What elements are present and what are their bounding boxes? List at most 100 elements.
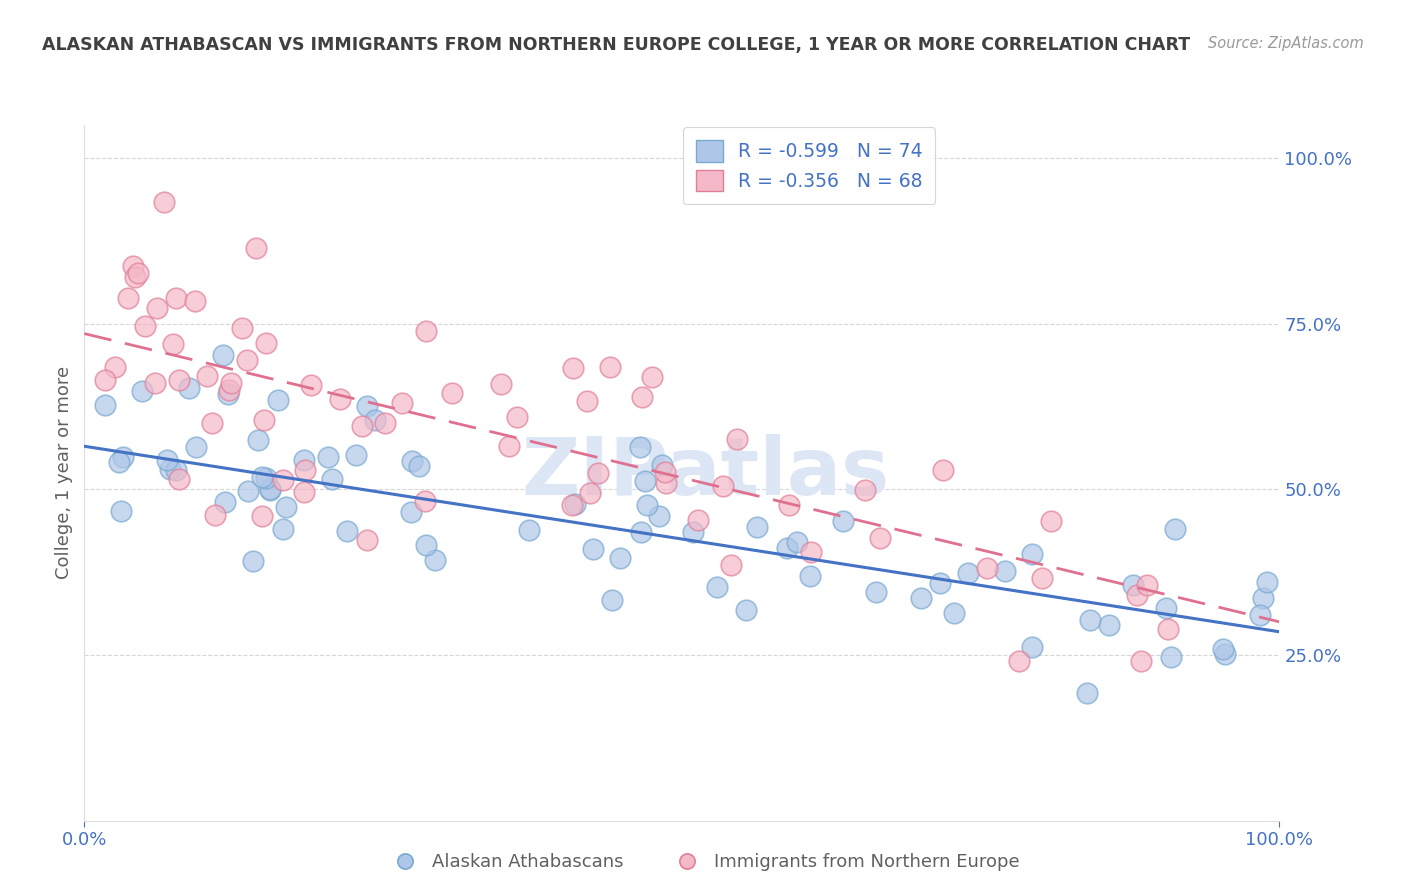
Point — [682, 524, 704, 539]
Point — [143, 376, 166, 390]
Point — [254, 335, 277, 350]
Point — [321, 472, 343, 486]
Point — [299, 378, 322, 392]
Point — [630, 390, 652, 404]
Text: Source: ZipAtlas.com: Source: ZipAtlas.com — [1208, 36, 1364, 51]
Point — [600, 592, 623, 607]
Point — [1031, 571, 1053, 585]
Point — [236, 352, 259, 367]
Point — [910, 591, 932, 605]
Point — [641, 369, 664, 384]
Point — [711, 479, 734, 493]
Point — [686, 513, 709, 527]
Point — [110, 503, 132, 517]
Point — [634, 474, 657, 488]
Point — [124, 270, 146, 285]
Point — [1249, 607, 1271, 622]
Point — [413, 494, 436, 508]
Point — [1098, 617, 1121, 632]
Point — [294, 463, 316, 477]
Point — [294, 452, 316, 467]
Point — [250, 469, 273, 483]
Point — [259, 482, 281, 496]
Point — [853, 483, 876, 497]
Point — [1076, 686, 1098, 700]
Point — [117, 291, 139, 305]
Point — [167, 472, 190, 486]
Point — [108, 455, 131, 469]
Point — [1256, 574, 1278, 589]
Point — [1135, 578, 1157, 592]
Point — [1154, 600, 1177, 615]
Point — [259, 483, 281, 497]
Point — [267, 393, 290, 408]
Point — [127, 266, 149, 280]
Point — [94, 398, 117, 412]
Point — [786, 535, 808, 549]
Point — [575, 394, 598, 409]
Point — [561, 360, 583, 375]
Point — [146, 301, 169, 315]
Point — [1160, 649, 1182, 664]
Point — [93, 373, 115, 387]
Point — [648, 509, 671, 524]
Point — [630, 524, 652, 539]
Point — [271, 522, 294, 536]
Point — [865, 585, 887, 599]
Point — [578, 486, 600, 500]
Text: ZIPatlas: ZIPatlas — [522, 434, 890, 512]
Point — [561, 498, 583, 512]
Point — [1008, 654, 1031, 668]
Point — [994, 564, 1017, 578]
Point — [162, 337, 184, 351]
Point — [273, 473, 295, 487]
Point — [247, 433, 270, 447]
Point — [1021, 640, 1043, 654]
Point — [250, 508, 273, 523]
Point — [165, 291, 187, 305]
Point — [1164, 522, 1187, 536]
Point — [1212, 641, 1234, 656]
Point — [564, 497, 586, 511]
Point — [425, 553, 447, 567]
Point — [401, 453, 423, 467]
Point — [316, 450, 339, 464]
Point — [628, 440, 651, 454]
Point — [735, 603, 758, 617]
Point — [134, 319, 156, 334]
Point — [165, 463, 187, 477]
Point — [651, 458, 673, 472]
Point — [214, 494, 236, 508]
Point — [212, 349, 235, 363]
Point — [391, 396, 413, 410]
Point — [131, 384, 153, 398]
Point — [956, 566, 979, 580]
Point — [582, 541, 605, 556]
Point — [238, 483, 260, 498]
Point — [778, 498, 800, 512]
Point — [254, 471, 277, 485]
Point — [929, 575, 952, 590]
Point — [586, 467, 609, 481]
Point — [1253, 591, 1275, 605]
Point — [350, 418, 373, 433]
Point — [1157, 622, 1180, 636]
Point — [242, 554, 264, 568]
Point — [184, 294, 207, 309]
Text: ALASKAN ATHABASCAN VS IMMIGRANTS FROM NORTHERN EUROPE COLLEGE, 1 YEAR OR MORE CO: ALASKAN ATHABASCAN VS IMMIGRANTS FROM NO… — [42, 36, 1191, 54]
Point — [869, 531, 891, 545]
Point — [121, 260, 143, 274]
Point — [1039, 514, 1062, 528]
Point — [498, 439, 520, 453]
Point — [344, 448, 367, 462]
Point — [1122, 578, 1144, 592]
Point — [276, 500, 298, 514]
Point — [720, 558, 742, 573]
Point — [179, 381, 201, 395]
Point — [506, 410, 529, 425]
Point — [1126, 588, 1149, 602]
Point — [204, 508, 226, 522]
Point — [636, 499, 658, 513]
Point — [356, 399, 378, 413]
Point — [253, 413, 276, 427]
